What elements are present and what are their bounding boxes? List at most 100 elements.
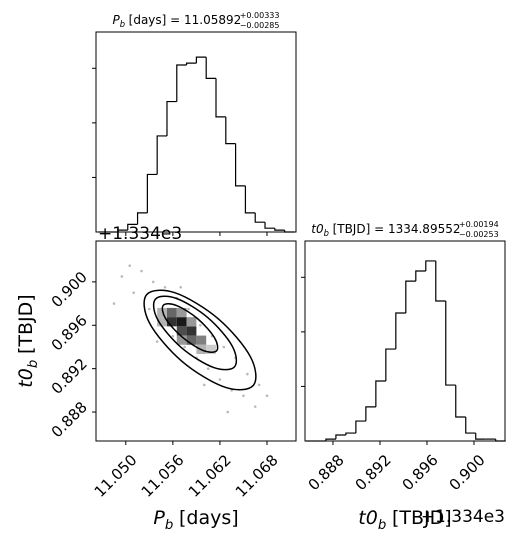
y-axis-label-text: [TBJD]	[15, 294, 37, 354]
histogram-bin	[264, 222, 275, 229]
title-lower-error: −0.00285	[240, 21, 280, 30]
histogram-bin	[117, 229, 128, 232]
histogram-bin	[475, 433, 486, 440]
density-cell	[157, 317, 167, 327]
sample-point	[155, 340, 159, 343]
histogram-bin	[205, 57, 216, 79]
panel-title: Pb [days] = 11.05892	[112, 13, 241, 29]
histogram-bin	[415, 270, 426, 282]
panel-title-symbol: P	[112, 13, 120, 27]
panel-title-sub: b	[324, 228, 329, 238]
histogram-bin	[284, 230, 295, 233]
x-axis-label-symbol: P	[153, 507, 165, 529]
y-tick-label: 0.896	[48, 311, 91, 354]
histogram-bin	[495, 439, 506, 442]
panel-title-text: [TBJD] = 1334.89552	[333, 222, 461, 236]
y-tick-label: 0.900	[48, 268, 91, 311]
histogram-bin	[176, 64, 187, 102]
sample-point	[120, 275, 124, 278]
histogram-bin	[385, 348, 396, 381]
histogram-bin	[365, 406, 376, 422]
histogram-bin	[244, 185, 256, 214]
sample-point	[140, 269, 143, 273]
density-cell	[176, 326, 187, 336]
sample-point	[265, 394, 269, 398]
title-lower-error: −0.00253	[459, 230, 499, 239]
histogram-bin	[465, 416, 476, 434]
histogram-bin	[136, 212, 148, 225]
sample-point	[199, 323, 202, 327]
density-cell	[206, 344, 216, 355]
histogram-bin	[235, 143, 246, 187]
histogram-bin	[215, 78, 226, 118]
sample-point	[151, 280, 155, 284]
sample-point	[246, 372, 249, 376]
sample-point	[112, 302, 116, 305]
y-tick-label: 0.892	[48, 355, 91, 398]
sample-point	[253, 405, 257, 408]
x-tick-label: 0.896	[399, 451, 442, 494]
x-tick-label: 11.056	[138, 451, 188, 501]
histogram-bin	[345, 432, 356, 435]
density-cell	[166, 317, 177, 327]
histogram-bin	[335, 434, 346, 440]
histogram-bin	[325, 438, 336, 441]
sample-point	[187, 307, 190, 311]
histogram-bin	[425, 260, 436, 272]
y-axis-label: t0b [TBJD]	[15, 294, 41, 387]
y-axis-label-sub: b	[26, 360, 41, 368]
x-tick-label: 0.888	[305, 451, 348, 494]
sample-point	[218, 378, 222, 381]
histogram-bin	[375, 380, 386, 407]
histogram-bin	[445, 301, 456, 386]
sample-point	[222, 345, 226, 349]
density-cell	[166, 307, 177, 318]
histogram-bin	[254, 212, 266, 223]
histogram-bin	[405, 280, 416, 314]
density-cell	[176, 317, 187, 327]
x-axis-label: t0b [TBJD]	[358, 507, 451, 533]
panel-title-text: [days] = 11.05892	[129, 13, 242, 27]
x-tick-label: 11.062	[185, 451, 235, 501]
histogram-bin	[127, 223, 138, 231]
density-cell	[157, 307, 167, 318]
histogram-bin	[355, 420, 366, 434]
y-offset-text: +1.334e3	[98, 224, 182, 244]
x-axis-label-text: [TBJD]	[392, 507, 452, 529]
panel-title: t0b [TBJD] = 1334.89552	[311, 222, 460, 238]
density-cell	[186, 326, 197, 336]
x-axis-label-symbol: t0	[358, 507, 378, 529]
sample-point	[128, 264, 132, 267]
x-offset-text: +1.334e3	[421, 507, 505, 527]
histogram-bin	[185, 62, 197, 66]
x-tick-label: 0.892	[352, 451, 395, 494]
histogram-bin	[274, 228, 285, 231]
y-axis-label-symbol: t0	[15, 368, 37, 388]
histogram-bin	[166, 100, 177, 136]
title-upper-error: +0.00194	[459, 220, 499, 229]
density-cell	[186, 317, 197, 327]
sample-point	[206, 367, 210, 370]
histogram-bin	[146, 173, 158, 213]
plot-area	[112, 264, 269, 414]
sample-point	[242, 394, 245, 398]
y-tick-label: 0.888	[48, 398, 91, 441]
panel-title-sub: b	[120, 19, 125, 29]
histogram-bin	[156, 135, 167, 175]
x-tick-label: 0.900	[446, 451, 489, 494]
histogram-bin	[395, 312, 406, 350]
x-axis-label: Pb [days]	[153, 507, 238, 533]
sample-point	[163, 286, 167, 289]
title-upper-error: +0.00333	[240, 11, 280, 20]
x-tick-label: 11.050	[91, 451, 141, 501]
panel-frame	[95, 31, 297, 233]
contour	[152, 295, 238, 371]
panel-frame	[304, 240, 506, 442]
x-axis-label-text: [days]	[179, 507, 239, 529]
sample-point	[226, 410, 230, 414]
x-axis-label-sub: b	[165, 518, 173, 533]
density-cell	[196, 335, 207, 345]
histogram-bin	[435, 260, 446, 302]
